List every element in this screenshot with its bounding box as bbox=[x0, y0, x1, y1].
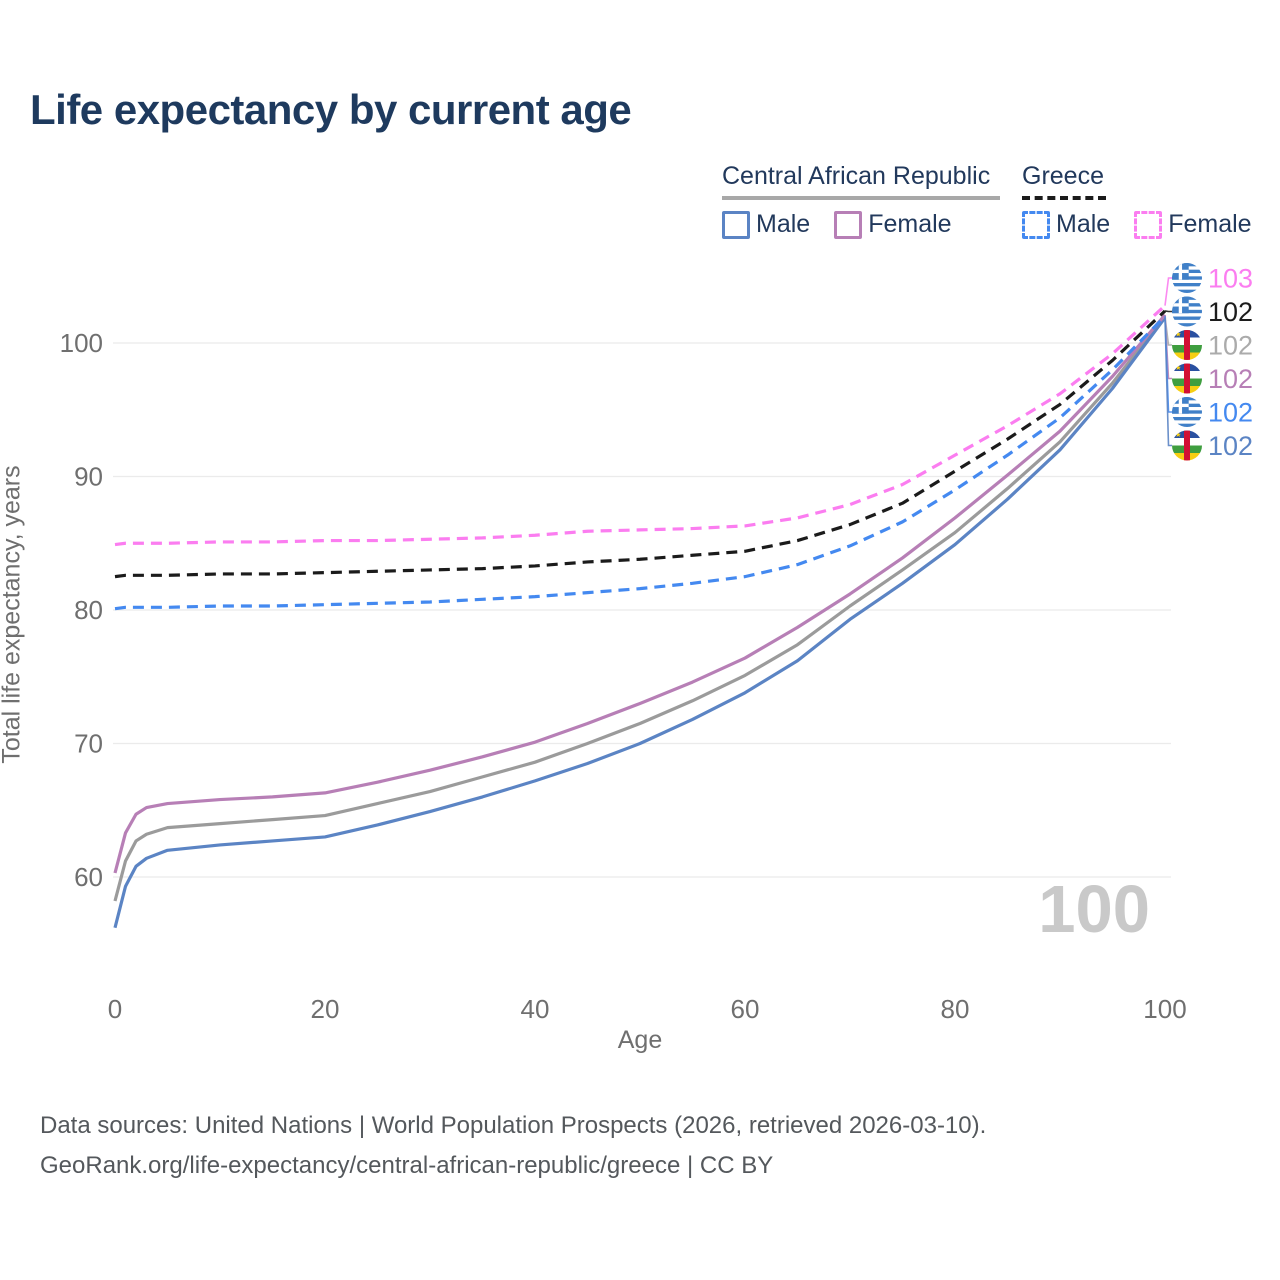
legend-country-label-greece: Greece bbox=[1022, 162, 1104, 190]
footer-attribution: GeoRank.org/life-expectancy/central-afri… bbox=[40, 1152, 774, 1179]
y-tick-label-80: 80 bbox=[74, 595, 103, 625]
y-axis-title: Total life expectancy, years bbox=[0, 465, 26, 764]
footer-data-sources: Data sources: United Nations | World Pop… bbox=[40, 1112, 987, 1139]
x-tick-label-0: 0 bbox=[108, 994, 122, 1024]
legend-item-car-female[interactable]: Female bbox=[834, 210, 952, 239]
legend-group-central-african-republic: Central African Republic Male Female bbox=[722, 162, 1002, 239]
end-label-value-grc-total: 102 bbox=[1208, 297, 1253, 327]
legend-item-car-male[interactable]: Male bbox=[722, 210, 810, 239]
legend-item-label: Female bbox=[1168, 210, 1252, 238]
legend-item-greece-male[interactable]: Male bbox=[1022, 210, 1110, 239]
legend-line-sample-car-total bbox=[722, 196, 1000, 200]
end-label-leader-caf-male bbox=[1164, 317, 1172, 447]
y-tick-label-100: 100 bbox=[60, 328, 103, 358]
flag-icon-greece bbox=[1172, 263, 1202, 293]
end-label-value-caf-total: 102 bbox=[1208, 331, 1253, 361]
series-line-grc-male[interactable] bbox=[114, 315, 1167, 611]
legend-item-label: Male bbox=[756, 210, 811, 238]
series-line-grc-female[interactable] bbox=[114, 304, 1167, 547]
x-axis-title: Age bbox=[617, 1026, 663, 1054]
flag-icon-car bbox=[1172, 330, 1202, 360]
footer: Data sources: United Nations | World Pop… bbox=[40, 1106, 986, 1186]
end-label-value-caf-female: 102 bbox=[1208, 364, 1253, 394]
end-label-leader-grc-total bbox=[1164, 310, 1172, 313]
end-label-value-grc-male: 102 bbox=[1208, 398, 1253, 428]
flag-icon-greece bbox=[1172, 397, 1202, 427]
flag-icon-greece bbox=[1172, 297, 1202, 327]
x-tick-label-80: 80 bbox=[941, 994, 970, 1024]
x-tick-label-100: 100 bbox=[1143, 994, 1186, 1024]
y-tick-label-60: 60 bbox=[74, 862, 103, 892]
legend-swatch-car-male bbox=[722, 210, 750, 239]
legend-country-label-car: Central African Republic bbox=[722, 162, 991, 190]
y-tick-label-70: 70 bbox=[74, 729, 103, 759]
legend-item-greece-female[interactable]: Female bbox=[1134, 210, 1252, 239]
x-tick-label-20: 20 bbox=[311, 994, 340, 1024]
chart-title: Life expectancy by current age bbox=[30, 86, 632, 133]
legend-swatch-greece-female bbox=[1134, 210, 1163, 239]
age-watermark: 100 bbox=[1038, 872, 1150, 947]
x-tick-label-60: 60 bbox=[731, 994, 760, 1024]
series-line-grc-total[interactable] bbox=[114, 309, 1167, 579]
legend-line-sample-greece-total bbox=[1022, 196, 1106, 200]
series-line-caf-female[interactable] bbox=[113, 313, 1167, 874]
legend-item-label: Male bbox=[1056, 210, 1111, 238]
legend-group-greece: Greece Male Female bbox=[1022, 162, 1262, 239]
flag-icon-car bbox=[1172, 364, 1202, 394]
series-line-caf-male[interactable] bbox=[113, 316, 1167, 929]
legend-item-label: Female bbox=[868, 210, 952, 238]
y-tick-label-90: 90 bbox=[74, 462, 103, 492]
end-label-leader-grc-female bbox=[1164, 277, 1172, 306]
end-label-value-grc-female: 103 bbox=[1208, 264, 1253, 294]
legend-swatch-car-female bbox=[834, 210, 863, 239]
flag-icon-car bbox=[1172, 431, 1202, 461]
x-tick-label-40: 40 bbox=[521, 994, 550, 1024]
series-line-caf-total[interactable] bbox=[113, 315, 1167, 902]
end-label-value-caf-male: 102 bbox=[1208, 431, 1253, 461]
legend-swatch-greece-male bbox=[1022, 210, 1050, 239]
